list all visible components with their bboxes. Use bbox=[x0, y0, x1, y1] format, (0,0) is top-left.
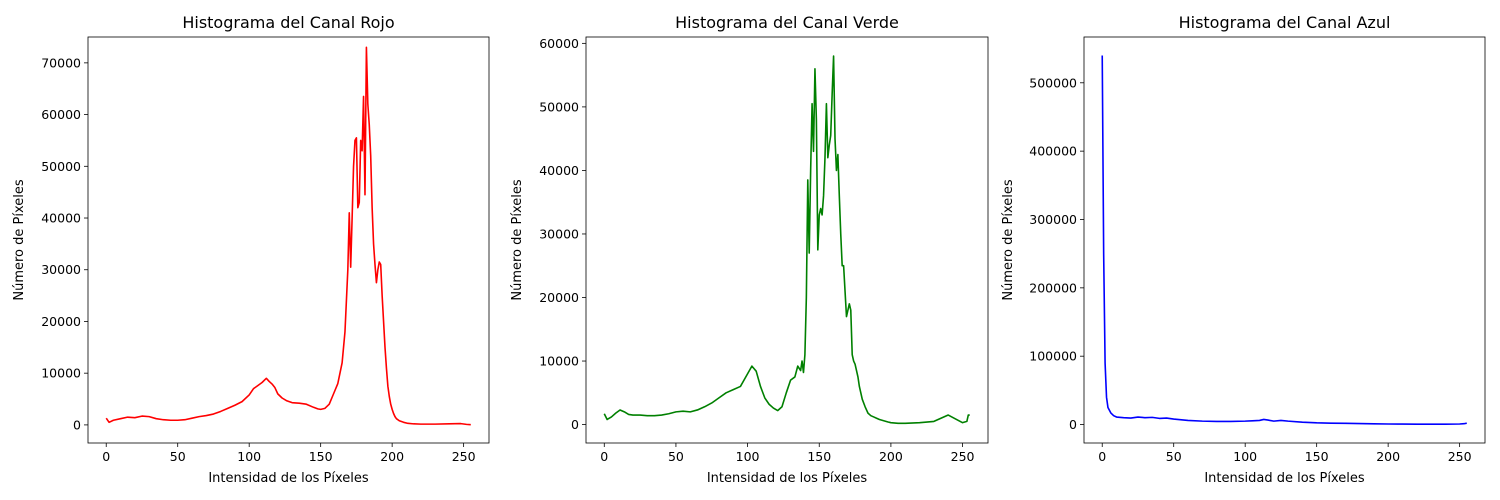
y-tick-label: 100000 bbox=[1029, 349, 1077, 364]
y-tick-label: 200000 bbox=[1029, 280, 1077, 295]
x-axis-label: Intensidad de los Píxeles bbox=[208, 471, 369, 486]
y-tick-label: 50000 bbox=[41, 159, 81, 174]
y-tick-label: 0 bbox=[73, 417, 81, 432]
chart-title: Histograma del Canal Rojo bbox=[182, 13, 394, 32]
x-tick-label: 50 bbox=[170, 449, 186, 464]
plot-frame bbox=[1083, 36, 1486, 444]
x-axis-label: Intensidad de los Píxeles bbox=[707, 471, 868, 486]
x-tick-label: 250 bbox=[951, 449, 975, 464]
x-tick-label: 100 bbox=[736, 449, 760, 464]
x-tick-label: 100 bbox=[1233, 449, 1257, 464]
chart-title: Histograma del Canal Verde bbox=[675, 13, 899, 32]
x-tick-label: 200 bbox=[879, 449, 903, 464]
y-tick-label: 50000 bbox=[539, 99, 579, 114]
x-tick-label: 250 bbox=[452, 449, 476, 464]
y-tick-label: 60000 bbox=[539, 36, 579, 51]
x-tick-label: 150 bbox=[807, 449, 831, 464]
y-axis-label: Número de Píxeles bbox=[1001, 179, 1016, 301]
y-tick-label: 40000 bbox=[539, 163, 579, 178]
x-tick-label: 200 bbox=[380, 449, 404, 464]
y-tick-label: 0 bbox=[1069, 417, 1077, 432]
green-channel-histogram-panel: Histograma del Canal Verde 0 50 100 150 200 25… bbox=[510, 13, 989, 486]
plot-frame bbox=[87, 36, 490, 444]
y-tick-label: 10000 bbox=[539, 354, 579, 369]
y-axis-label: Número de Píxeles bbox=[12, 179, 27, 301]
x-axis-label: Intensidad de los Píxeles bbox=[1204, 471, 1365, 486]
y-tick-label: 0 bbox=[571, 417, 579, 432]
y-axis-label: Número de Píxeles bbox=[510, 179, 525, 301]
blue-histogram-line bbox=[1101, 55, 1467, 426]
x-tick-label: 0 bbox=[1098, 449, 1106, 464]
y-tick-label: 20000 bbox=[539, 290, 579, 305]
green-histogram-line bbox=[603, 55, 970, 425]
y-tick-label: 60000 bbox=[41, 107, 81, 122]
y-tick-label: 20000 bbox=[41, 314, 81, 329]
y-tick-label: 300000 bbox=[1029, 212, 1077, 227]
x-tick-label: 0 bbox=[600, 449, 608, 464]
x-tick-label: 150 bbox=[309, 449, 333, 464]
plot-frame bbox=[585, 36, 989, 444]
y-tick-label: 400000 bbox=[1029, 144, 1077, 159]
x-tick-label: 250 bbox=[1448, 449, 1472, 464]
x-tick-label: 0 bbox=[102, 449, 110, 464]
y-tick-label: 10000 bbox=[41, 366, 81, 381]
x-tick-label: 200 bbox=[1376, 449, 1400, 464]
blue-channel-histogram-panel: Histograma del Canal Azul 0 50 100 150 200 250… bbox=[1001, 13, 1486, 486]
x-tick-label: 50 bbox=[1166, 449, 1182, 464]
red-channel-histogram-panel: Histograma del Canal Rojo 0 50 100 150 200 250… bbox=[12, 13, 490, 486]
x-tick-label: 50 bbox=[668, 449, 684, 464]
y-tick-label: 30000 bbox=[41, 262, 81, 277]
x-tick-label: 150 bbox=[1305, 449, 1329, 464]
red-histogram-line bbox=[105, 46, 471, 426]
x-tick-label: 100 bbox=[237, 449, 261, 464]
y-tick-label: 40000 bbox=[41, 211, 81, 226]
y-tick-label: 500000 bbox=[1029, 75, 1077, 90]
y-tick-label: 30000 bbox=[539, 226, 579, 241]
y-tick-label: 70000 bbox=[41, 55, 81, 70]
chart-title: Histograma del Canal Azul bbox=[1179, 13, 1391, 32]
